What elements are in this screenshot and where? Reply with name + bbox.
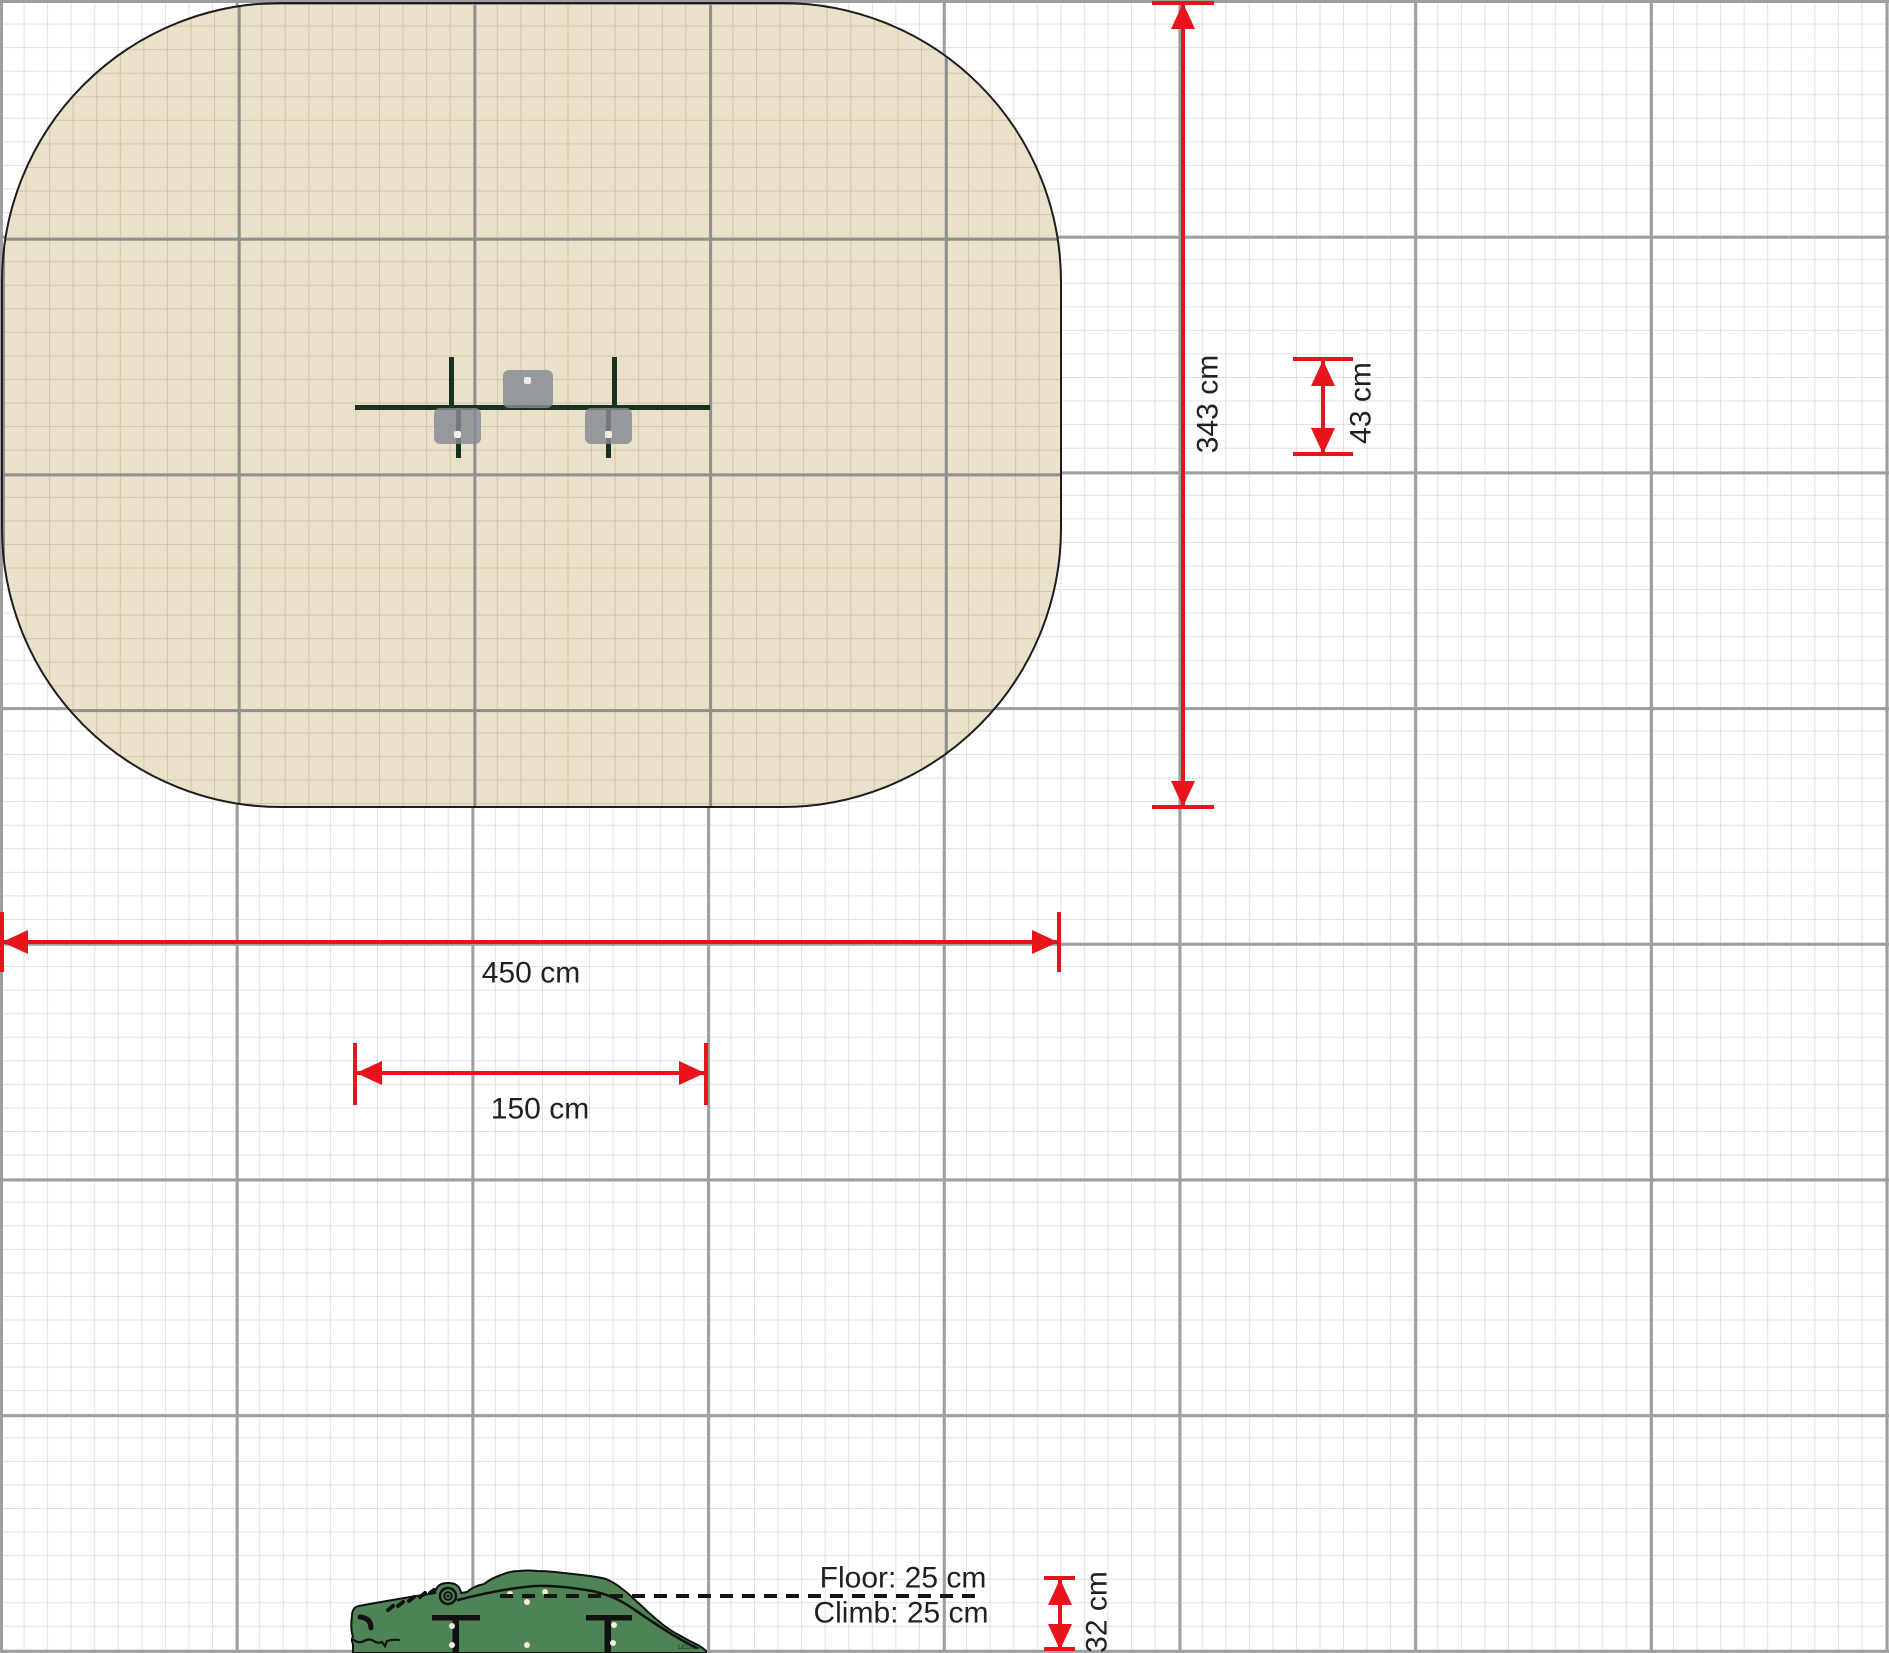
- brand-label: LEDON: [678, 1644, 701, 1651]
- equipment-plan-post-top-right: [612, 357, 617, 406]
- plan-pad-bolt: [605, 431, 612, 438]
- arrow-right-icon: [679, 1061, 705, 1085]
- arrow-left-icon: [2, 930, 28, 954]
- arrow-up-icon: [1311, 360, 1335, 386]
- crocodile-body: [350, 1569, 707, 1653]
- crocodile-teeth-marks: [386, 1588, 436, 1612]
- dim-line-equipment-length: [356, 1071, 705, 1075]
- arrow-up-icon: [1048, 1579, 1072, 1605]
- arrow-right-icon: [1032, 930, 1058, 954]
- dim-label-zone-length: 450 cm: [481, 956, 581, 990]
- crocodile-nostril: [357, 1614, 374, 1631]
- annotation-climb-height: Climb: 25 cm: [813, 1596, 989, 1630]
- dim-cap: [1293, 452, 1353, 456]
- dim-cap: [1293, 357, 1353, 361]
- dim-line-zone-width: [1181, 3, 1185, 806]
- dim-line-equipment-depth: [1321, 359, 1325, 454]
- arrow-down-icon: [1048, 1624, 1072, 1650]
- annotation-floor-height: Floor: 25 cm: [819, 1561, 987, 1595]
- crocodile-mouth-line: [352, 1638, 401, 1649]
- arrow-down-icon: [1171, 781, 1195, 807]
- dim-label-equipment-depth: 43 cm: [1344, 362, 1378, 444]
- equipment-plan-pad-right: [585, 408, 632, 444]
- dim-line-equipment-height: [1058, 1578, 1062, 1649]
- floor-level-dashed-line: [500, 1594, 981, 1598]
- dim-cap: [353, 1043, 357, 1105]
- dim-cap: [1044, 1576, 1075, 1580]
- equipment-plan-post-top-left: [449, 357, 454, 406]
- plan-pad-bolt: [524, 377, 531, 384]
- dim-label-equipment-height: 32 cm: [1080, 1571, 1114, 1653]
- arrow-down-icon: [1311, 428, 1335, 454]
- dim-cap: [1152, 805, 1214, 809]
- dim-cap: [1057, 912, 1061, 972]
- crocodile-support-posts: [432, 1615, 632, 1653]
- arrow-left-icon: [356, 1061, 382, 1085]
- crocodile-eye-pupil: [446, 1594, 450, 1598]
- equipment-plan-pad-top: [503, 370, 553, 408]
- equipment-plan-pad-left: [434, 408, 481, 444]
- crocodile-side-view: LEDON: [340, 1560, 720, 1653]
- dim-cap: [704, 1043, 708, 1105]
- crocodile-eye-inner: [443, 1591, 453, 1601]
- dim-label-zone-width: 343 cm: [1191, 354, 1225, 454]
- dim-line-zone-length: [2, 940, 1058, 944]
- arrow-up-icon: [1171, 3, 1195, 29]
- dim-label-equipment-length: 150 cm: [490, 1092, 590, 1126]
- crocodile-illustration: LEDON: [350, 1569, 707, 1653]
- plan-pad-bolt: [454, 431, 461, 438]
